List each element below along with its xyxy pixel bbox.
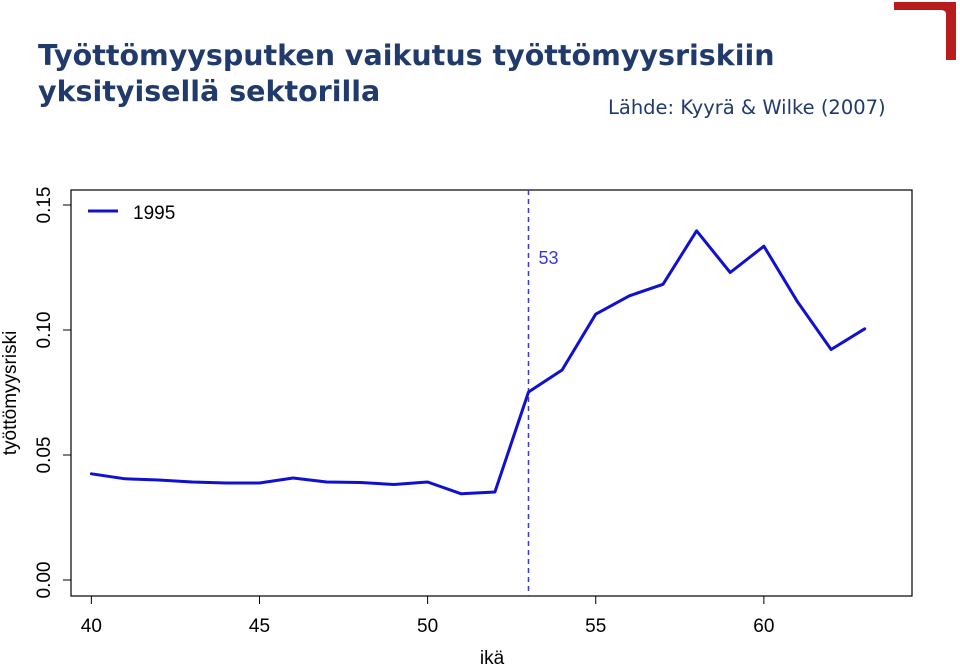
x-tick-label: 40: [81, 616, 102, 637]
logo-mark: [894, 2, 956, 60]
brand-logo: [894, 2, 956, 60]
slide-title: Työttömyysputken vaikutus työttömyysrisk…: [38, 38, 775, 110]
title-line-1: Työttömyysputken vaikutus työttömyysrisk…: [38, 39, 775, 72]
series-line-1995: [89, 229, 867, 496]
x-tick-label: 55: [585, 616, 606, 637]
x-tick-label: 50: [417, 616, 438, 637]
plot-frame: [70, 189, 913, 597]
y-tick-label: 0.10: [34, 312, 55, 349]
legend-label: 1995: [133, 203, 175, 224]
x-tick-label: 45: [249, 616, 270, 637]
title-line-2: yksityisellä sektorilla: [38, 75, 381, 108]
y-tick-label: 0.15: [34, 187, 55, 224]
x-axis-label: ikä: [480, 648, 505, 668]
y-axis-label: työttömyysriski: [0, 331, 21, 456]
y-tick-label: 0.00: [34, 562, 55, 599]
annotation-label: 53: [538, 248, 558, 268]
x-tick-label: 60: [753, 616, 774, 637]
source-citation: Lähde: Kyyrä & Wilke (2007): [608, 96, 886, 119]
y-tick-label: 0.05: [34, 437, 55, 474]
